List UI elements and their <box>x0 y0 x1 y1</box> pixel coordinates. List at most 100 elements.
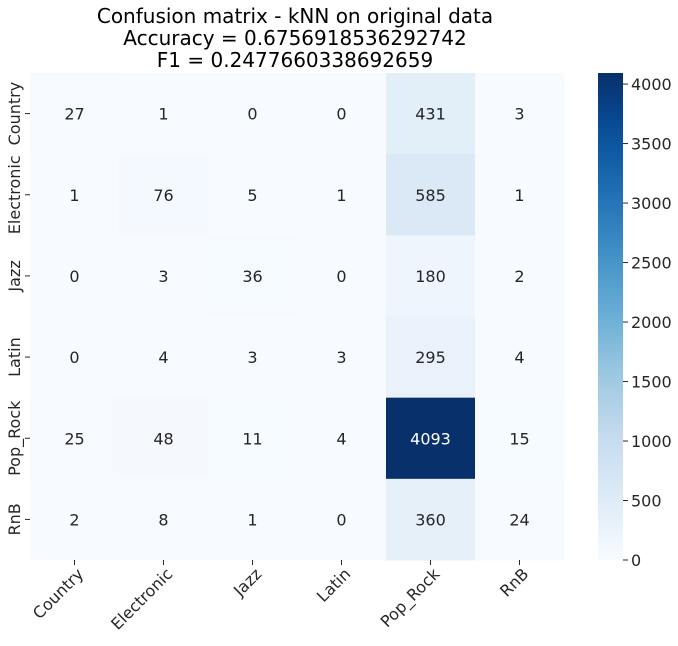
heatmap-cell <box>119 478 209 561</box>
heatmap-cell <box>30 478 120 561</box>
cell-value-label: 8 <box>158 510 168 529</box>
cell-value-label: 15 <box>509 429 529 448</box>
heatmap-cell <box>386 478 476 561</box>
heatmap-cell <box>119 73 209 155</box>
heatmap-cell <box>297 397 387 480</box>
heatmap-cell-labels: 27 1 0 0 431 31 76 5 1 585 10 3 36 0 180 20 4 3 3 295 425 48 1… <box>64 105 529 530</box>
colorbar-tick-label: 3000 <box>631 194 672 213</box>
cell-value-label: 3 <box>514 105 524 124</box>
heatmap-cell <box>119 397 209 480</box>
heatmap-cell <box>297 235 387 317</box>
title-line-1: Confusion matrix - kNN on original data <box>97 4 493 28</box>
cell-value-label: 3 <box>158 267 168 286</box>
cell-value-label: 76 <box>153 186 173 205</box>
heatmap-cell <box>208 478 298 561</box>
cell-value-label: 0 <box>336 510 346 529</box>
heatmap-cell <box>386 235 476 317</box>
cell-value-label: 4 <box>514 348 524 367</box>
heatmap-cell <box>208 397 298 480</box>
heatmap-cell <box>30 235 120 317</box>
x-tick-label: Electronic <box>107 564 176 633</box>
x-tick-label: Jazz <box>229 564 265 600</box>
cell-value-label: 36 <box>242 267 262 286</box>
heatmap-cell <box>297 154 387 236</box>
heatmap-cell <box>386 154 476 236</box>
cell-value-label: 0 <box>69 348 79 367</box>
cell-value-label: 180 <box>415 267 446 286</box>
cell-value-label: 3 <box>336 348 346 367</box>
colorbar-tick-label: 0 <box>631 551 641 570</box>
colorbar-gradient <box>598 73 623 560</box>
cell-value-label: 27 <box>64 105 84 124</box>
cell-value-label: 585 <box>415 186 446 205</box>
cell-value-label: 360 <box>415 510 446 529</box>
y-tick-label: Jazz <box>5 260 24 292</box>
heatmap-cell <box>297 478 387 561</box>
heatmap-cell <box>208 316 298 399</box>
x-tick-label: RnB <box>496 564 532 600</box>
y-axis-tick-labels: Country Electronic Jazz Latin Pop_Rock RnB <box>5 82 30 536</box>
title-line-2: Accuracy = 0.6756918536292742 <box>123 26 466 50</box>
colorbar-tick-label: 1500 <box>631 373 672 392</box>
cell-value-label: 1 <box>69 186 79 205</box>
cell-value-label: 1 <box>514 186 524 205</box>
heatmap-cell <box>208 235 298 317</box>
cell-value-label: 4 <box>336 429 346 448</box>
colorbar: 0 500 1000 1500 2000 2500 3000 3500 4000 <box>598 73 672 570</box>
title-line-3: F1 = 0.2477660338692659 <box>157 48 433 72</box>
heatmap-cell <box>30 397 120 480</box>
heatmap-cell <box>30 73 120 155</box>
cell-value-label: 48 <box>153 429 173 448</box>
y-tick-label: Latin <box>5 337 24 377</box>
heatmap-cell <box>208 154 298 236</box>
heatmap-cell <box>386 73 476 155</box>
heatmap-cell <box>208 73 298 155</box>
cell-value-label: 0 <box>336 105 346 124</box>
heatmap-cell <box>475 235 565 317</box>
x-tick-label: Latin <box>313 564 354 605</box>
colorbar-tick-label: 2000 <box>631 313 672 332</box>
cell-value-label: 0 <box>247 105 257 124</box>
cell-value-label: 431 <box>415 105 446 124</box>
cell-value-label: 1 <box>158 105 168 124</box>
colorbar-tick-label: 1000 <box>631 432 672 451</box>
cell-value-label: 1 <box>336 186 346 205</box>
heatmap-cell <box>119 235 209 317</box>
heatmap-cell <box>475 316 565 399</box>
heatmap-cell <box>119 316 209 399</box>
colorbar-tick-label: 2500 <box>631 254 672 273</box>
cell-value-label: 2 <box>69 510 79 529</box>
y-tick-label: Electronic <box>5 155 24 234</box>
cell-value-label: 5 <box>247 186 257 205</box>
colorbar-tick-label: 500 <box>631 492 662 511</box>
heatmap-cell <box>475 397 565 480</box>
x-axis-tick-labels: Country Electronic Jazz Latin Pop_Rock RnB <box>29 560 532 634</box>
heatmap-cells <box>30 73 565 561</box>
cell-value-label: 25 <box>64 429 84 448</box>
heatmap-cell <box>119 154 209 236</box>
colorbar-tick-label: 3500 <box>631 135 672 154</box>
cell-value-label: 0 <box>69 267 79 286</box>
colorbar-tick-label: 4000 <box>631 75 672 94</box>
y-tick-label: RnB <box>5 503 24 535</box>
heatmap-cell <box>30 154 120 236</box>
cell-value-label: 24 <box>509 510 529 529</box>
cell-value-label: 0 <box>336 267 346 286</box>
y-tick-label: Country <box>5 82 24 146</box>
heatmap-cell <box>297 316 387 399</box>
cell-value-label: 4093 <box>410 429 451 448</box>
cell-value-label: 295 <box>415 348 446 367</box>
x-tick-label: Pop_Rock <box>377 564 445 632</box>
heatmap-cell <box>475 73 565 155</box>
cell-value-label: 4 <box>158 348 168 367</box>
heatmap-cell <box>475 478 565 561</box>
y-tick-label: Pop_Rock <box>5 400 25 476</box>
heatmap-cell <box>297 73 387 155</box>
heatmap-cell <box>30 316 120 399</box>
heatmap-cell <box>386 397 476 480</box>
cell-value-label: 1 <box>247 510 257 529</box>
chart-title: Confusion matrix - kNN on original data … <box>97 4 493 72</box>
cell-value-label: 11 <box>242 429 262 448</box>
x-tick-label: Country <box>29 564 87 622</box>
